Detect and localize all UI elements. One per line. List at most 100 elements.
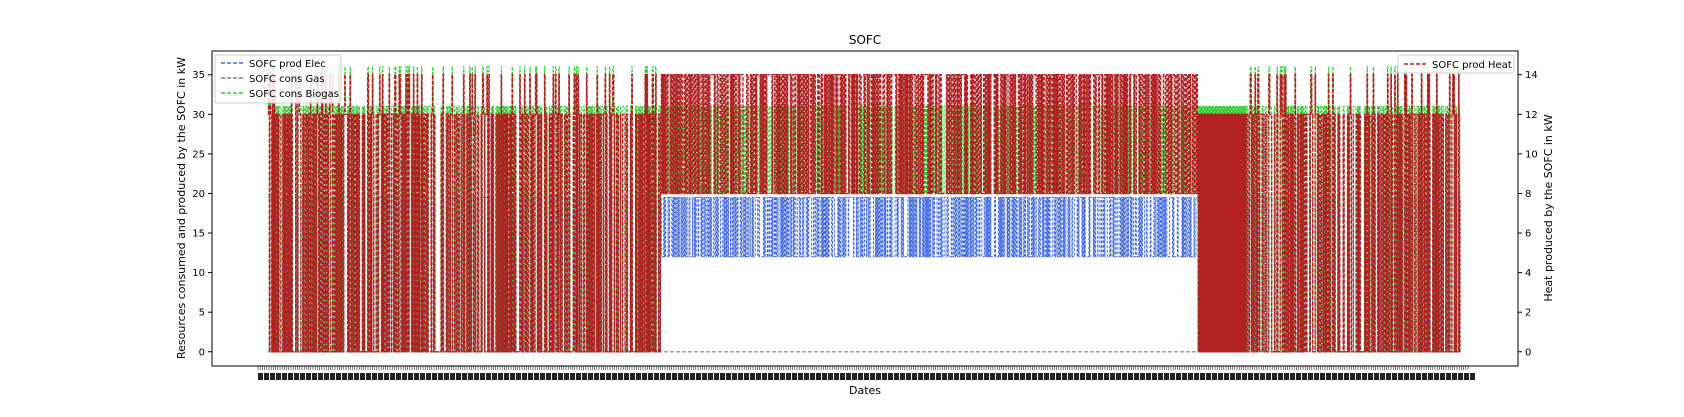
x-tick-label-glyph <box>480 373 485 380</box>
x-tick-label-glyph <box>1062 373 1067 380</box>
x-tick-label-glyph <box>1194 373 1199 380</box>
series-line-sofc-prod-elec <box>268 196 1460 353</box>
x-tick-label-glyph <box>1170 373 1175 380</box>
x-tick-label-glyph <box>984 373 989 380</box>
x-tick-label-glyph <box>906 373 911 380</box>
x-tick-label-glyph <box>966 373 971 380</box>
x-tick-label-glyph <box>576 373 581 380</box>
x-tick-label-glyph <box>624 373 629 380</box>
right-y-tick-label-0: 0 <box>1525 347 1531 358</box>
legend-label-elec: SOFC prod Elec <box>249 59 326 70</box>
x-tick-label-glyph <box>1308 373 1313 380</box>
x-tick-label-glyph <box>1362 373 1367 380</box>
x-tick-label-glyph <box>540 373 545 380</box>
x-tick-label-glyph <box>882 373 887 380</box>
x-tick-label-glyph <box>744 373 749 380</box>
x-tick-label-glyph <box>456 373 461 380</box>
x-tick-label-glyph <box>660 373 665 380</box>
x-tick-label-glyph <box>1092 373 1097 380</box>
x-tick-label-glyph <box>1296 373 1301 380</box>
x-tick-label-glyph <box>1134 373 1139 380</box>
x-tick-label-glyph <box>912 373 917 380</box>
x-tick-label-glyph <box>504 373 509 380</box>
x-tick-label-glyph <box>1332 373 1337 380</box>
x-tick-label-glyph <box>948 373 953 380</box>
x-tick-label-glyph <box>282 373 287 380</box>
x-tick-label-glyph <box>288 373 293 380</box>
legend-label-gas: SOFC cons Gas <box>249 74 325 85</box>
x-tick-label-glyph <box>1152 373 1157 380</box>
x-tick-label-glyph <box>1224 373 1229 380</box>
x-tick-label-glyph <box>750 373 755 380</box>
x-tick-label-glyph <box>1248 373 1253 380</box>
x-tick-label-glyph <box>270 373 275 380</box>
x-tick-label-glyph <box>1380 373 1385 380</box>
x-tick-label-glyph <box>732 373 737 380</box>
x-tick-label-glyph <box>1278 373 1283 380</box>
x-tick-label-glyph <box>1350 373 1355 380</box>
x-tick-label-glyph <box>1404 373 1409 380</box>
left-y-tick-label-1: 5 <box>199 308 205 319</box>
x-tick-label-glyph <box>1320 373 1325 380</box>
x-tick-label-glyph <box>276 373 281 380</box>
x-tick-label-glyph <box>852 373 857 380</box>
x-tick-label-glyph <box>864 373 869 380</box>
left-y-tick-label-4: 20 <box>192 189 205 200</box>
x-tick-label-glyph <box>1098 373 1103 380</box>
x-tick-label-glyph <box>1176 373 1181 380</box>
x-tick-label-glyph <box>846 373 851 380</box>
x-tick-label-glyph <box>600 373 605 380</box>
x-tick-label-glyph <box>1416 373 1421 380</box>
x-tick-label-glyph <box>516 373 521 380</box>
x-tick-label-glyph <box>870 373 875 380</box>
x-tick-label-glyph <box>1002 373 1007 380</box>
x-tick-label-glyph <box>1446 373 1451 380</box>
x-tick-label-glyph <box>894 373 899 380</box>
x-tick-label-glyph <box>720 373 725 380</box>
x-tick-label-glyph <box>1074 373 1079 380</box>
x-tick-label-glyph <box>366 373 371 380</box>
x-tick-label-glyph <box>522 373 527 380</box>
x-tick-label-glyph <box>1110 373 1115 380</box>
x-tick-label-glyph <box>1116 373 1121 380</box>
left-y-tick-label-0: 0 <box>199 347 205 358</box>
x-tick-label-glyph <box>510 373 515 380</box>
x-tick-label-glyph <box>900 373 905 380</box>
x-tick-label-glyph <box>594 373 599 380</box>
x-tick-label-glyph <box>972 373 977 380</box>
x-tick-label-glyph <box>1290 373 1295 380</box>
x-tick-label-glyph <box>294 373 299 380</box>
x-tick-label-glyph <box>1452 373 1457 380</box>
x-tick-label-glyph <box>1398 373 1403 380</box>
legend-left-box <box>214 54 342 104</box>
x-tick-label-glyph <box>402 373 407 380</box>
x-tick-label-glyph <box>1104 373 1109 380</box>
x-tick-label-glyph <box>708 373 713 380</box>
x-tick-label-glyph <box>1356 373 1361 380</box>
x-tick-label-glyph <box>1050 373 1055 380</box>
x-tick-label-glyph <box>1260 373 1265 380</box>
x-tick-label-glyph <box>636 373 641 380</box>
x-tick-label-glyph <box>498 373 503 380</box>
x-tick-label-glyph <box>654 373 659 380</box>
plot-area <box>211 50 1519 367</box>
right-y-axis-title: Heat produced by the SOFC in kW <box>1542 114 1555 301</box>
series-line-sofc-prod-heat <box>267 74 1461 353</box>
x-tick-label-glyph <box>810 373 815 380</box>
x-tick-label-glyph <box>384 373 389 380</box>
chart-title: SOFC <box>849 33 881 47</box>
x-axis <box>257 366 1475 380</box>
x-tick-label-glyph <box>780 373 785 380</box>
x-tick-label-glyph <box>978 373 983 380</box>
x-tick-label-glyph <box>816 373 821 380</box>
x-tick-label-glyph <box>1338 373 1343 380</box>
x-tick-label-glyph <box>426 373 431 380</box>
right-y-tick-label-3: 6 <box>1525 229 1531 240</box>
x-tick-label-glyph <box>1284 373 1289 380</box>
right-y-tick-label-2: 4 <box>1525 268 1531 279</box>
x-tick-label-glyph <box>942 373 947 380</box>
legend-left: SOFC prod Elec SOFC cons Gas SOFC cons B… <box>214 54 342 104</box>
x-tick-label-glyph <box>330 373 335 380</box>
x-tick-label-glyph <box>1146 373 1151 380</box>
x-tick-label-glyph <box>924 373 929 380</box>
